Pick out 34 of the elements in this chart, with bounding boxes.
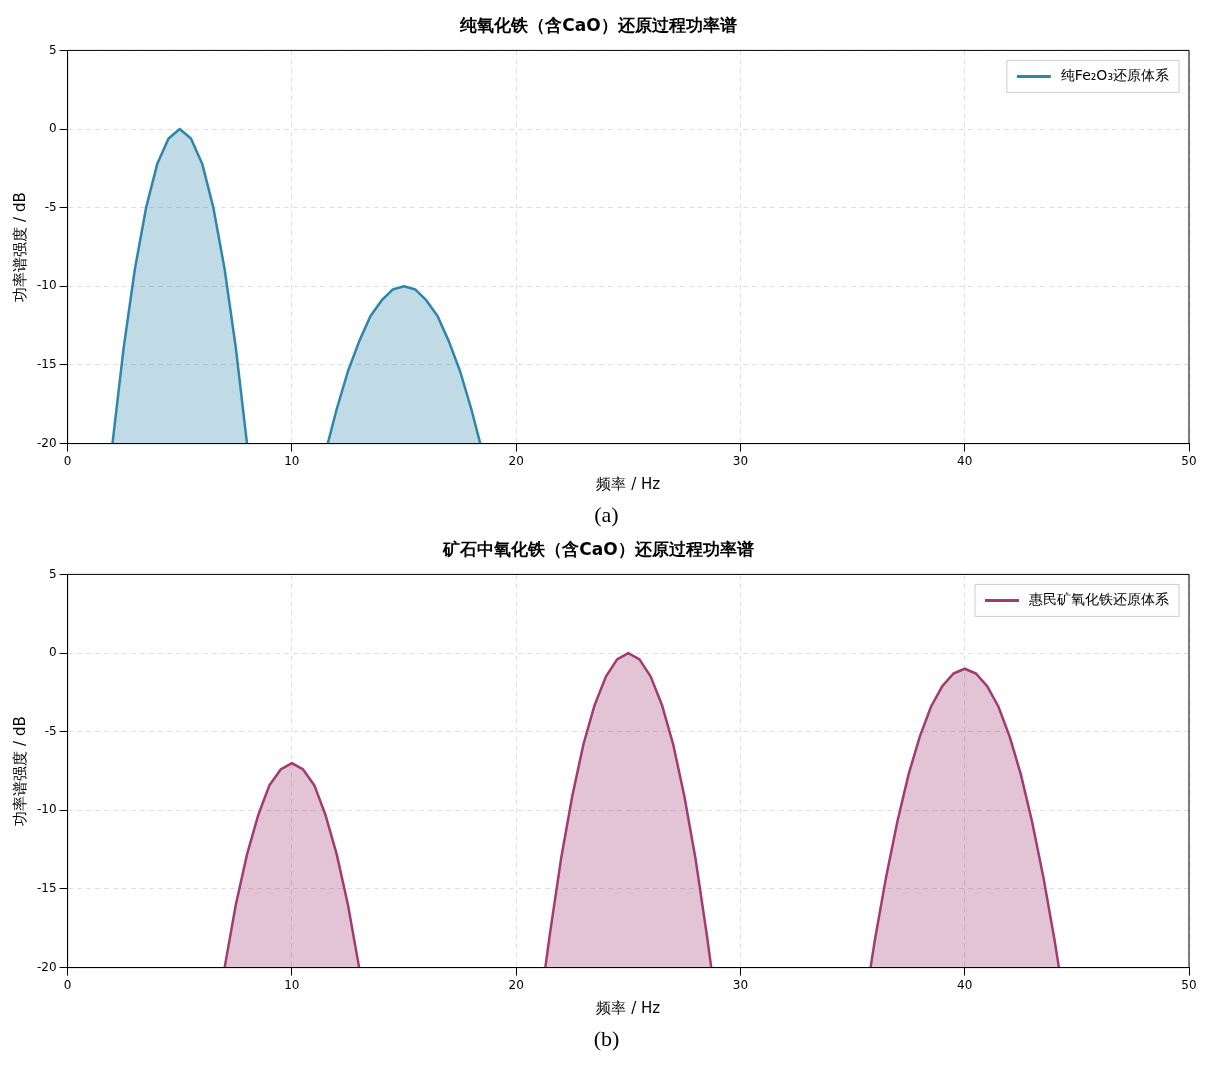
y-tick-label: -15 [36,881,57,896]
y-tick-label: -10 [36,278,57,293]
y-tick-label: 0 [48,121,57,136]
x-tick-label: 30 [732,977,749,992]
y-tick-label: 5 [48,566,57,581]
chart-title: 纯氧化铁（含CaO）还原过程功率谱 [459,14,737,35]
y-tick-label: -5 [44,723,57,738]
x-tick-label: 50 [1181,977,1197,992]
x-tick-label: 50 [1181,453,1197,468]
y-axis-title: 功率谱强度 / dB [10,716,29,826]
y-tick-label: -10 [36,802,57,817]
x-tick-label: 0 [63,977,72,992]
x-tick-label: 0 [63,453,72,468]
x-tick-label: 30 [732,453,749,468]
x-tick-label: 20 [508,453,524,468]
y-tick-label: -20 [36,435,57,450]
chart-title: 矿石中氧化铁（含CaO）还原过程功率谱 [442,538,754,559]
y-tick-label: -15 [36,357,57,372]
legend-label: 纯Fe₂O₃还原体系 [1060,67,1170,84]
x-axis-title: 频率 / Hz [596,998,661,1017]
x-tick-label: 40 [957,453,973,468]
y-axis-title: 功率谱强度 / dB [10,192,29,302]
text: (a) [593,501,620,529]
x-tick-label: 40 [957,977,973,992]
legend-label: 惠民矿氧化铁还原体系 [1028,591,1169,608]
y-tick-label: -20 [36,959,57,974]
x-tick-label: 20 [508,977,524,992]
text: (b) [592,1025,621,1053]
y-tick-label: -5 [44,199,57,214]
x-tick-label: 10 [284,453,300,468]
y-tick-label: 0 [48,645,57,660]
x-axis-title: 频率 / Hz [596,474,661,493]
x-tick-label: 10 [284,977,300,992]
y-tick-label: 5 [48,42,57,57]
